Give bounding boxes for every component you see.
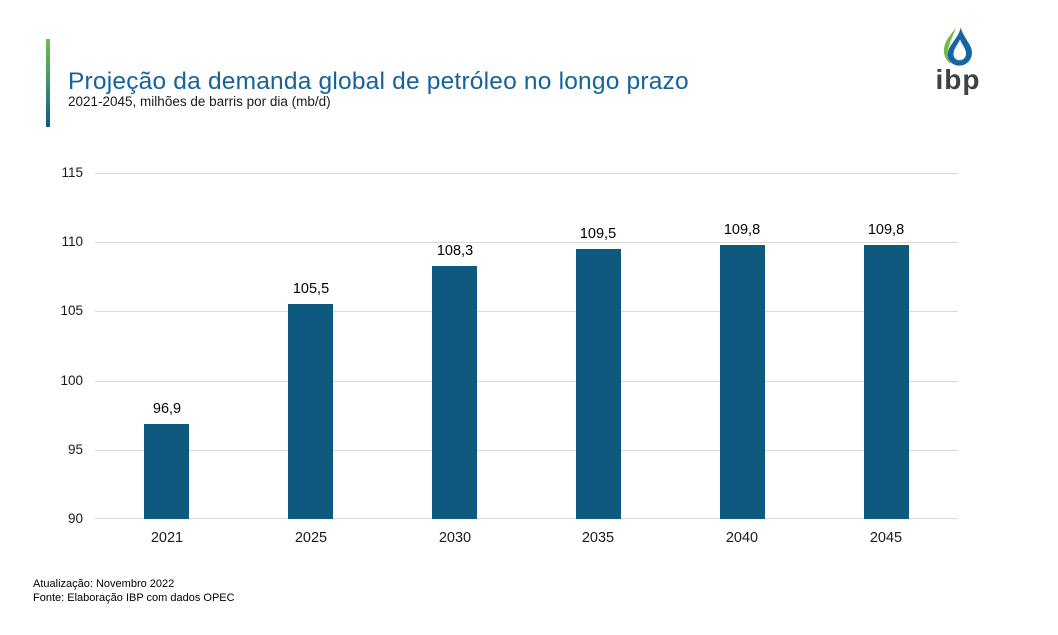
gridline-y-110 [95, 242, 958, 243]
gridline-y-105 [95, 311, 958, 312]
y-tick-label: 105 [60, 303, 83, 318]
bar-2045 [864, 245, 909, 519]
y-tick-label: 95 [67, 442, 83, 457]
bar-2030 [432, 266, 477, 519]
drop-green-leaf [943, 27, 957, 64]
drop-white-inner [953, 39, 966, 61]
gridline-y-95 [95, 450, 958, 451]
page-subtitle: 2021-2045, milhões de barris por dia (mb… [68, 94, 331, 109]
bar-value-label: 108,3 [436, 243, 474, 259]
oil-drop-icon [922, 27, 994, 67]
ibp-logo-text: ibp [935, 64, 981, 95]
bar-value-label: 109,8 [867, 222, 905, 238]
bar-2025 [288, 304, 333, 519]
x-tick-label: 2040 [725, 530, 759, 546]
gridline-y-115 [95, 173, 958, 174]
ibp-logo: ibp [922, 27, 994, 95]
chart-footer: Atualização: Novembro 2022 Fonte: Elabor… [33, 577, 235, 605]
x-tick-label: 2045 [869, 530, 903, 546]
page-title: Projeção da demanda global de petróleo n… [68, 68, 689, 96]
update-note: Atualização: Novembro 2022 [33, 578, 175, 590]
title-accent-bar [46, 39, 50, 127]
x-tick-label: 2021 [150, 530, 184, 546]
x-tick-label: 2035 [581, 530, 615, 546]
gridline-y-90 [95, 518, 958, 519]
bar-chart-plot-area: 90 95 100 105 110 115 96,9 2021 105,5 2025 108,3 20… [60, 165, 958, 546]
gridline-y-100 [95, 381, 958, 382]
y-tick-label: 100 [60, 373, 83, 388]
source-note: Fonte: Elaboração IBP com dados OPEC [33, 592, 235, 604]
bar-value-label: 96,9 [152, 401, 182, 417]
y-tick-label: 115 [61, 165, 83, 180]
bar-2035 [576, 249, 621, 519]
y-tick-label: 90 [67, 511, 83, 526]
y-tick-label: 110 [61, 234, 83, 249]
x-tick-label: 2025 [294, 530, 328, 546]
bar-value-label: 109,8 [723, 222, 761, 238]
bar-2021 [144, 424, 189, 519]
bar-value-label: 105,5 [292, 281, 330, 297]
bar-2040 [720, 245, 765, 519]
x-tick-label: 2030 [438, 530, 472, 546]
bar-value-label: 109,5 [579, 226, 617, 242]
